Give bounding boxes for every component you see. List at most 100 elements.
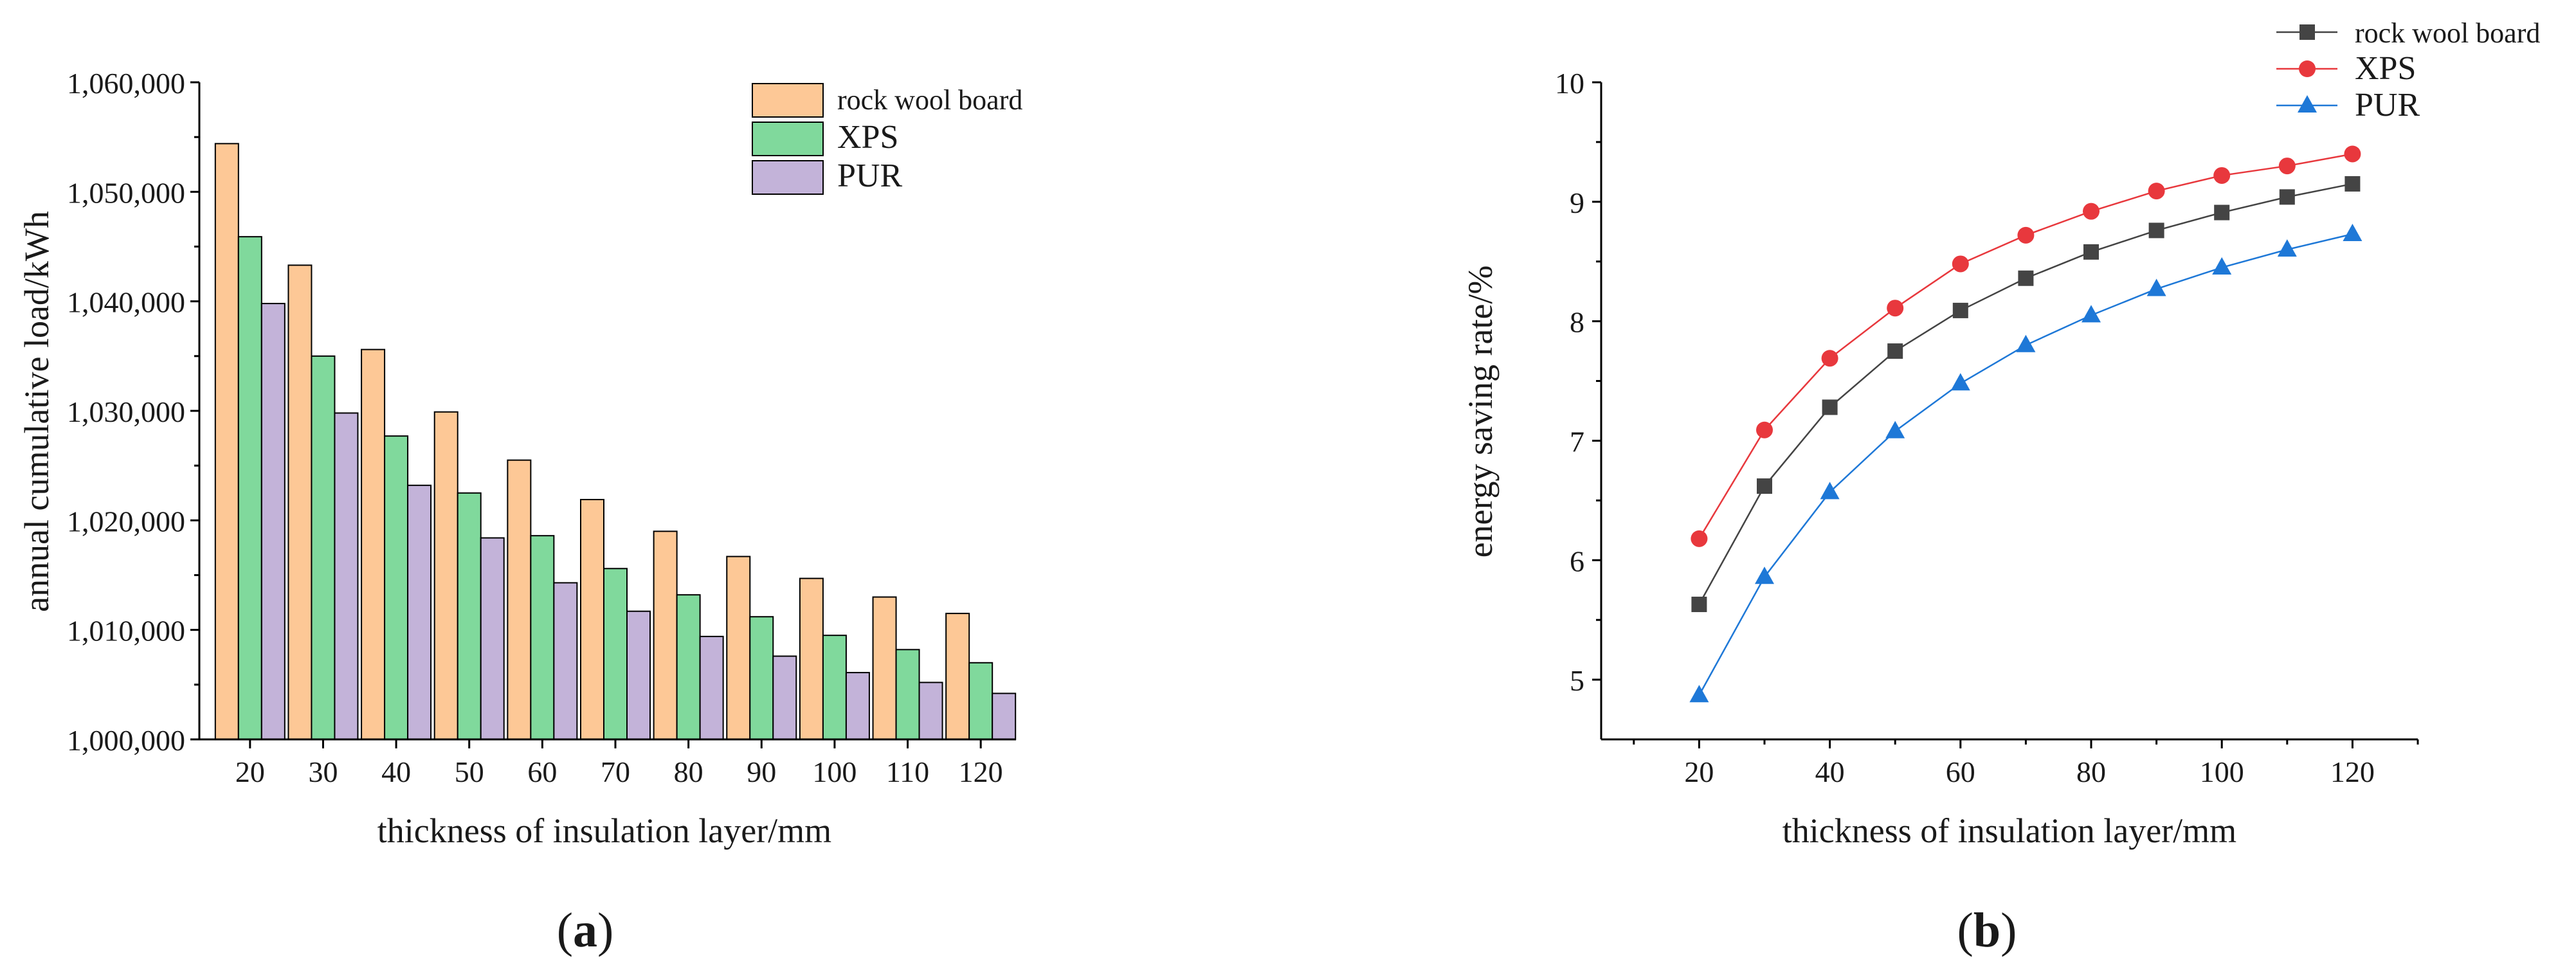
point-pur-60 bbox=[1950, 373, 1970, 391]
bar-rock-wool-board-30 bbox=[287, 264, 313, 740]
y-tick-label: 7 bbox=[1570, 425, 1584, 458]
point-rock-wool-board-70 bbox=[2018, 270, 2034, 286]
legend-marker-rock-wool-board bbox=[2299, 24, 2315, 40]
bar-rock-wool-board-70 bbox=[580, 498, 604, 740]
bar-rock-wool-board-20 bbox=[214, 143, 239, 741]
point-pur-40 bbox=[1820, 482, 1840, 500]
series-rock-wool-board bbox=[1691, 176, 2361, 613]
panel-a-bars bbox=[214, 143, 1017, 741]
bar-rock-wool-board-40 bbox=[361, 348, 386, 740]
point-pur-20 bbox=[1689, 685, 1709, 703]
x-tick-label: 40 bbox=[381, 755, 411, 788]
legend-label-rock-wool-board: rock wool board bbox=[2355, 17, 2540, 49]
bar-xps-120 bbox=[968, 662, 993, 741]
bar-pur-100 bbox=[845, 672, 870, 741]
legend-swatch-rock-wool-board bbox=[752, 83, 824, 118]
bar-pur-80 bbox=[699, 635, 724, 740]
y-tick-label: 10 bbox=[1555, 67, 1584, 100]
y-tick-label: 1,020,000 bbox=[67, 505, 185, 538]
y-tick-label: 1,030,000 bbox=[67, 395, 185, 428]
x-tick-label: 60 bbox=[1946, 755, 1975, 788]
legend-label-xps: XPS bbox=[837, 119, 898, 156]
panel-b-y-ticks: 5 6 7 8 9 10 bbox=[1555, 67, 1601, 697]
y-tick-label: 1,040,000 bbox=[67, 286, 185, 319]
bar-rock-wool-board-120 bbox=[945, 613, 970, 740]
panel-b-y-label: energy saving rate/% bbox=[1461, 266, 1500, 558]
panel-b-caption: (b) bbox=[1957, 903, 2017, 957]
legend-label-pur: PUR bbox=[837, 158, 902, 194]
x-tick-label: 30 bbox=[308, 755, 338, 788]
point-rock-wool-board-90 bbox=[2148, 222, 2164, 239]
point-rock-wool-board-100 bbox=[2214, 204, 2230, 221]
bar-rock-wool-board-110 bbox=[872, 596, 897, 740]
y-tick-label: 1,000,000 bbox=[67, 724, 185, 757]
point-xps-70 bbox=[2017, 226, 2035, 244]
x-tick-label: 110 bbox=[886, 755, 929, 788]
bar-xps-90 bbox=[749, 616, 774, 741]
bar-pur-110 bbox=[918, 682, 943, 740]
y-tick-label: 9 bbox=[1570, 186, 1584, 219]
point-rock-wool-board-50 bbox=[1887, 343, 1903, 359]
x-tick-label: 60 bbox=[527, 755, 557, 788]
x-tick-label: 20 bbox=[1684, 755, 1714, 788]
x-tick-label: 80 bbox=[2076, 755, 2106, 788]
bar-pur-20 bbox=[260, 303, 286, 741]
bar-xps-70 bbox=[603, 568, 628, 741]
x-tick-label: 120 bbox=[2330, 755, 2375, 788]
legend-marker-xps bbox=[2299, 60, 2316, 77]
bar-rock-wool-board-50 bbox=[433, 411, 458, 740]
point-pur-100 bbox=[2212, 257, 2232, 275]
point-xps-30 bbox=[1756, 421, 1773, 438]
bar-xps-30 bbox=[311, 355, 336, 740]
bar-xps-110 bbox=[895, 649, 920, 740]
bar-rock-wool-board-100 bbox=[799, 577, 824, 740]
panel-a-bar-chart: 1,000,000 1,010,000 1,020,000 1,030,000 1,04… bbox=[17, 67, 1022, 957]
bar-rock-wool-board-80 bbox=[653, 530, 678, 740]
panel-b-series bbox=[1689, 145, 2363, 703]
legend-swatch-pur bbox=[752, 160, 824, 195]
legend-label-pur: PUR bbox=[2355, 87, 2420, 123]
point-rock-wool-board-40 bbox=[1822, 399, 1838, 415]
x-tick-label: 100 bbox=[2200, 755, 2244, 788]
point-pur-50 bbox=[1885, 420, 1905, 438]
legend-label-rock-wool-board: rock wool board bbox=[837, 84, 1022, 116]
point-xps-40 bbox=[1821, 350, 1838, 367]
legend-marker-pur bbox=[2298, 95, 2317, 113]
point-pur-110 bbox=[2277, 239, 2297, 257]
y-tick-label: 8 bbox=[1570, 306, 1584, 339]
point-xps-110 bbox=[2278, 158, 2296, 175]
bar-pur-120 bbox=[992, 692, 1017, 740]
series-xps bbox=[1691, 145, 2361, 547]
bar-xps-50 bbox=[457, 492, 482, 740]
point-rock-wool-board-20 bbox=[1691, 597, 1707, 613]
bar-pur-30 bbox=[334, 412, 359, 740]
x-tick-label: 80 bbox=[674, 755, 703, 788]
point-pur-120 bbox=[2343, 223, 2363, 241]
legend-label-xps: XPS bbox=[2355, 50, 2416, 87]
x-tick-label: 50 bbox=[455, 755, 484, 788]
point-pur-80 bbox=[2082, 305, 2101, 323]
panel-b-x-ticks: 20 40 60 80 100 120 bbox=[1633, 739, 2419, 788]
point-xps-80 bbox=[2083, 203, 2100, 220]
x-tick-label: 90 bbox=[747, 755, 776, 788]
point-rock-wool-board-110 bbox=[2279, 189, 2295, 205]
x-tick-label: 20 bbox=[235, 755, 265, 788]
y-tick-label: 5 bbox=[1570, 664, 1584, 697]
point-rock-wool-board-80 bbox=[2083, 244, 2099, 260]
panel-b-x-label: thickness of insulation layer/mm bbox=[1782, 811, 2236, 850]
y-tick-label: 1,010,000 bbox=[67, 615, 185, 647]
panel-a-y-label: annual cumulative load/kWh bbox=[17, 211, 56, 612]
legend-swatch-xps bbox=[752, 122, 824, 156]
series-pur bbox=[1689, 223, 2363, 703]
panel-b-line-chart: 5 6 7 8 9 10 20 40 60 80 100 120 thickness of insu… bbox=[1461, 17, 2540, 957]
bar-pur-50 bbox=[480, 537, 505, 740]
point-xps-90 bbox=[2148, 183, 2165, 200]
bar-xps-80 bbox=[676, 594, 701, 740]
point-xps-100 bbox=[2213, 167, 2231, 184]
point-xps-60 bbox=[1952, 255, 1969, 273]
y-tick-label: 1,050,000 bbox=[67, 176, 185, 209]
x-tick-label: 70 bbox=[601, 755, 630, 788]
point-rock-wool-board-60 bbox=[1952, 302, 1968, 318]
x-tick-label: 40 bbox=[1815, 755, 1845, 788]
